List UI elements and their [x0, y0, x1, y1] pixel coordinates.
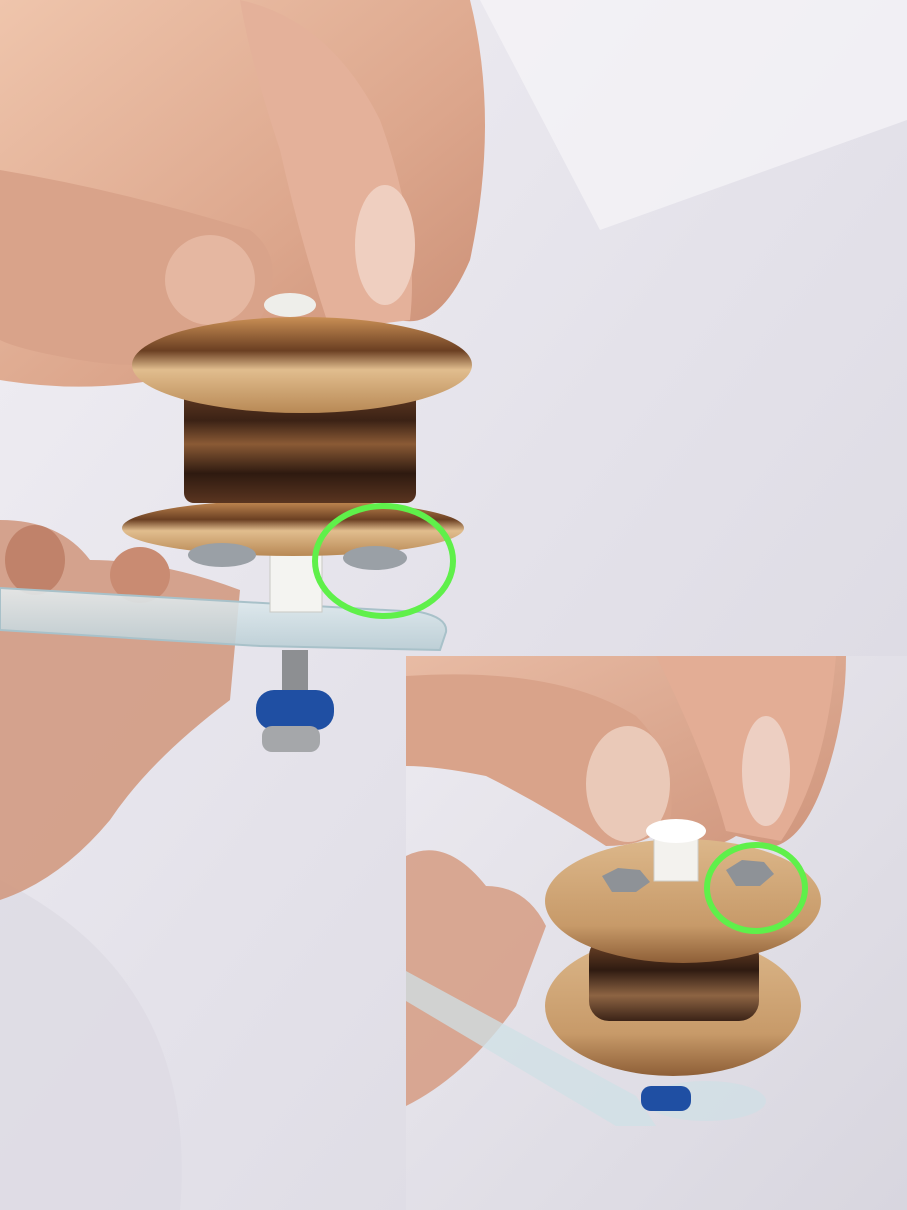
inset-nut-left — [602, 868, 650, 892]
nut-left — [188, 543, 256, 567]
nut-right — [343, 546, 407, 570]
thumb-nail — [165, 235, 255, 325]
inset-lower-fingers — [406, 850, 546, 1106]
index-fingernail — [355, 185, 415, 305]
inset-index-fingernail — [742, 716, 790, 826]
spool-top-flange — [132, 317, 472, 413]
inset-photo-canvas — [406, 656, 907, 1210]
inset-acrylic-plate — [406, 971, 656, 1126]
highlight-circle-inset — [704, 842, 808, 934]
blue-knob — [256, 690, 334, 730]
standoff-cap — [264, 293, 316, 317]
inset-photo — [406, 656, 907, 1210]
spool-core — [184, 385, 416, 503]
inset-standoff-cap — [646, 819, 706, 843]
highlight-circle-main — [312, 503, 456, 619]
inset-nut-right — [726, 860, 774, 886]
inset-blue-knob — [641, 1086, 691, 1111]
lower-finger-tip-2 — [110, 547, 170, 603]
lower-finger-tip — [5, 525, 65, 595]
cloth-shadow — [0, 880, 182, 1210]
inset-thumb-nail — [586, 726, 670, 842]
cloth-fold — [480, 0, 907, 230]
screw-shaft — [282, 650, 308, 695]
screw-head — [262, 726, 320, 752]
spool-bottom-flange — [122, 500, 464, 556]
acrylic-plate — [0, 586, 448, 652]
